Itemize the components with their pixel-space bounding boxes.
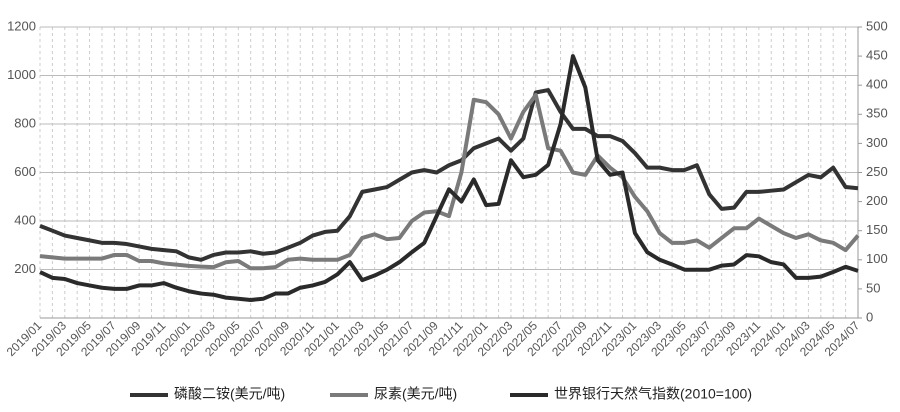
series-line (39, 54, 859, 302)
y-tick-label: 1000 (7, 67, 36, 82)
y2-tick-label: 100 (866, 251, 888, 266)
series-line (39, 92, 860, 271)
y2-tick-label: 0 (866, 309, 873, 324)
legend-label: 世界银行天然气指数(2010=100) (554, 386, 752, 402)
y2-tick-label: 150 (866, 222, 888, 237)
y2-tick-label: 450 (866, 48, 888, 63)
y-tick-label: 200 (14, 261, 36, 276)
y-tick-label: 800 (14, 115, 36, 130)
y-tick-label: 600 (14, 164, 36, 179)
y2-tick-label: 500 (866, 18, 888, 33)
y2-tick-label: 200 (866, 193, 888, 208)
y2-tick-label: 250 (866, 164, 888, 179)
y2-tick-label: 50 (866, 280, 880, 295)
y2-tick-label: 400 (866, 77, 888, 92)
y-tick-label: 1200 (7, 18, 36, 33)
y2-tick-label: 300 (866, 135, 888, 150)
y-tick-label: 400 (14, 212, 36, 227)
legend-label: 磷酸二铵(美元/吨) (174, 386, 285, 402)
legend-label: 尿素(美元/吨) (374, 386, 457, 402)
y2-tick-label: 350 (866, 106, 888, 121)
series-line (39, 88, 859, 262)
